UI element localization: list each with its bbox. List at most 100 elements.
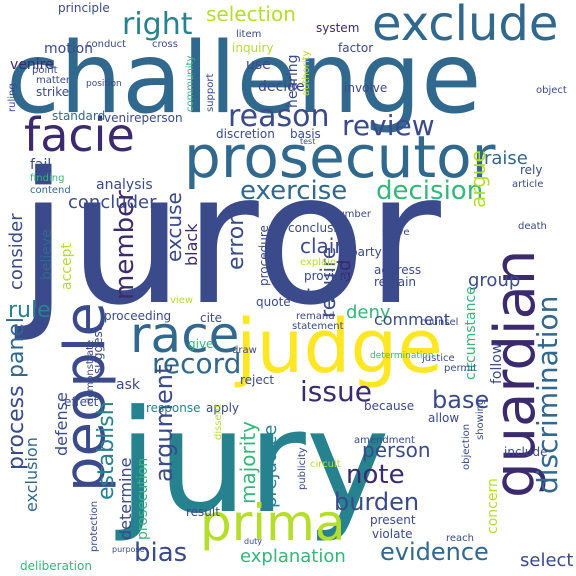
word-use: use: [246, 57, 271, 73]
word-prosecution: prosecution: [135, 457, 151, 540]
word-authority: authority: [301, 50, 312, 96]
word-fail: fail: [30, 157, 52, 173]
word-involve: involve: [344, 81, 388, 95]
word-issue: issue: [300, 375, 372, 408]
word-evidence: evidence: [380, 538, 489, 566]
word-give: give: [188, 337, 214, 351]
word-strike: strike: [36, 85, 70, 99]
word-person: person: [362, 438, 431, 462]
word-accept: accept: [59, 243, 75, 290]
word-record: record: [152, 347, 242, 380]
word-objection: objection: [461, 423, 472, 470]
word-protection: protection: [89, 500, 100, 552]
word-determine: determine: [116, 457, 135, 540]
word-serve: serve: [382, 227, 410, 238]
word-party: party: [350, 245, 382, 259]
word-discrimination: discrimination: [531, 295, 564, 494]
word-discretion: discretion: [216, 127, 275, 141]
word-establish: establish: [94, 401, 119, 500]
word-ask: ask: [116, 377, 140, 393]
word-presumption: presumption: [85, 222, 96, 286]
word-consider: consider: [6, 213, 27, 290]
word-reject: reject: [240, 373, 275, 387]
word-excuse: excuse: [162, 192, 186, 262]
word-exclusion: exclusion: [22, 437, 41, 512]
word-duty: duty: [244, 537, 263, 546]
word-response: response: [146, 401, 201, 415]
word-panel: panel: [4, 316, 29, 378]
word-deliberation: deliberation: [20, 559, 92, 573]
word-review: review: [342, 109, 435, 142]
word-address: address: [374, 263, 422, 277]
word-view: view: [170, 295, 194, 306]
word-statement: statement: [292, 321, 344, 332]
word-counsel: counsel: [420, 317, 459, 328]
word-hearing: hearing: [285, 54, 301, 108]
word-rely: rely: [520, 163, 543, 177]
word-group: group: [468, 270, 521, 291]
word-showing: showing: [475, 398, 486, 440]
word-object: object: [536, 85, 567, 96]
word-provide: provide: [304, 269, 350, 283]
word-majority: majority: [236, 421, 260, 504]
word-inquiry: inquiry: [232, 41, 274, 55]
word-litem: litem: [236, 29, 262, 40]
word-point: point: [32, 65, 58, 76]
word-demonstrate: demonstrate: [85, 339, 96, 404]
word-conduct: conduct: [86, 39, 127, 50]
word-motion: motion: [44, 41, 94, 57]
word-purpose: purpose: [112, 545, 145, 554]
word-because: because: [364, 399, 415, 413]
word-basis: basis: [290, 127, 321, 141]
word-justice: justice: [422, 353, 455, 364]
word-quote: quote: [256, 295, 291, 309]
word-reason: reason: [228, 99, 330, 134]
word-effect: effect: [64, 395, 99, 409]
word-result: result: [186, 505, 220, 519]
word-explanation: explanation: [240, 546, 346, 567]
word-ruling: ruling: [7, 83, 18, 112]
word-remain: remain: [374, 275, 417, 289]
word-finding: finding: [30, 173, 65, 184]
word-death: death: [518, 221, 547, 232]
word-system: system: [316, 21, 360, 35]
word-publicity: publicity: [297, 447, 308, 490]
word-proceeding: proceeding: [104, 309, 172, 323]
word-prosecutor: prosecutor: [184, 123, 496, 191]
word-violate: violate: [372, 527, 413, 541]
word-select: select: [520, 550, 574, 571]
word-determination: determination: [370, 351, 434, 361]
word-decide: decide: [258, 79, 305, 95]
word-procedure: procedure: [257, 225, 271, 286]
word-concluder: concluder: [68, 192, 157, 213]
word-comment: comment: [374, 310, 451, 329]
word-reach: reach: [446, 533, 475, 544]
word-community: community: [185, 55, 196, 112]
word-standard: standard: [52, 109, 106, 123]
word-burden: burden: [334, 488, 420, 516]
word-bias: bias: [134, 538, 188, 568]
word-error: error: [224, 216, 249, 270]
word-circuit: circuit: [310, 459, 341, 470]
word-race: race: [130, 306, 240, 364]
word-follow: follow: [489, 342, 505, 384]
word-conclusion: conclusion: [288, 221, 352, 235]
word-amendment: amendment: [354, 435, 415, 446]
word-exclude: exclude: [372, 0, 559, 52]
word-argument: argument: [150, 364, 178, 482]
word-facie: facie: [24, 108, 135, 162]
word-jury: jury: [118, 380, 390, 545]
word-principle: principle: [58, 1, 110, 15]
word-note: note: [346, 460, 405, 490]
word-present: present: [370, 513, 416, 527]
word-deny: deny: [346, 302, 391, 323]
word-prejudice: prejudice: [260, 424, 281, 508]
word-test: test: [300, 137, 316, 146]
word-position: position: [86, 79, 122, 89]
word-exercise: exercise: [240, 176, 348, 206]
word-concern: concern: [485, 478, 501, 534]
word-law: law: [306, 286, 337, 307]
word-support: support: [205, 73, 216, 112]
word-remand: remand: [296, 311, 335, 322]
